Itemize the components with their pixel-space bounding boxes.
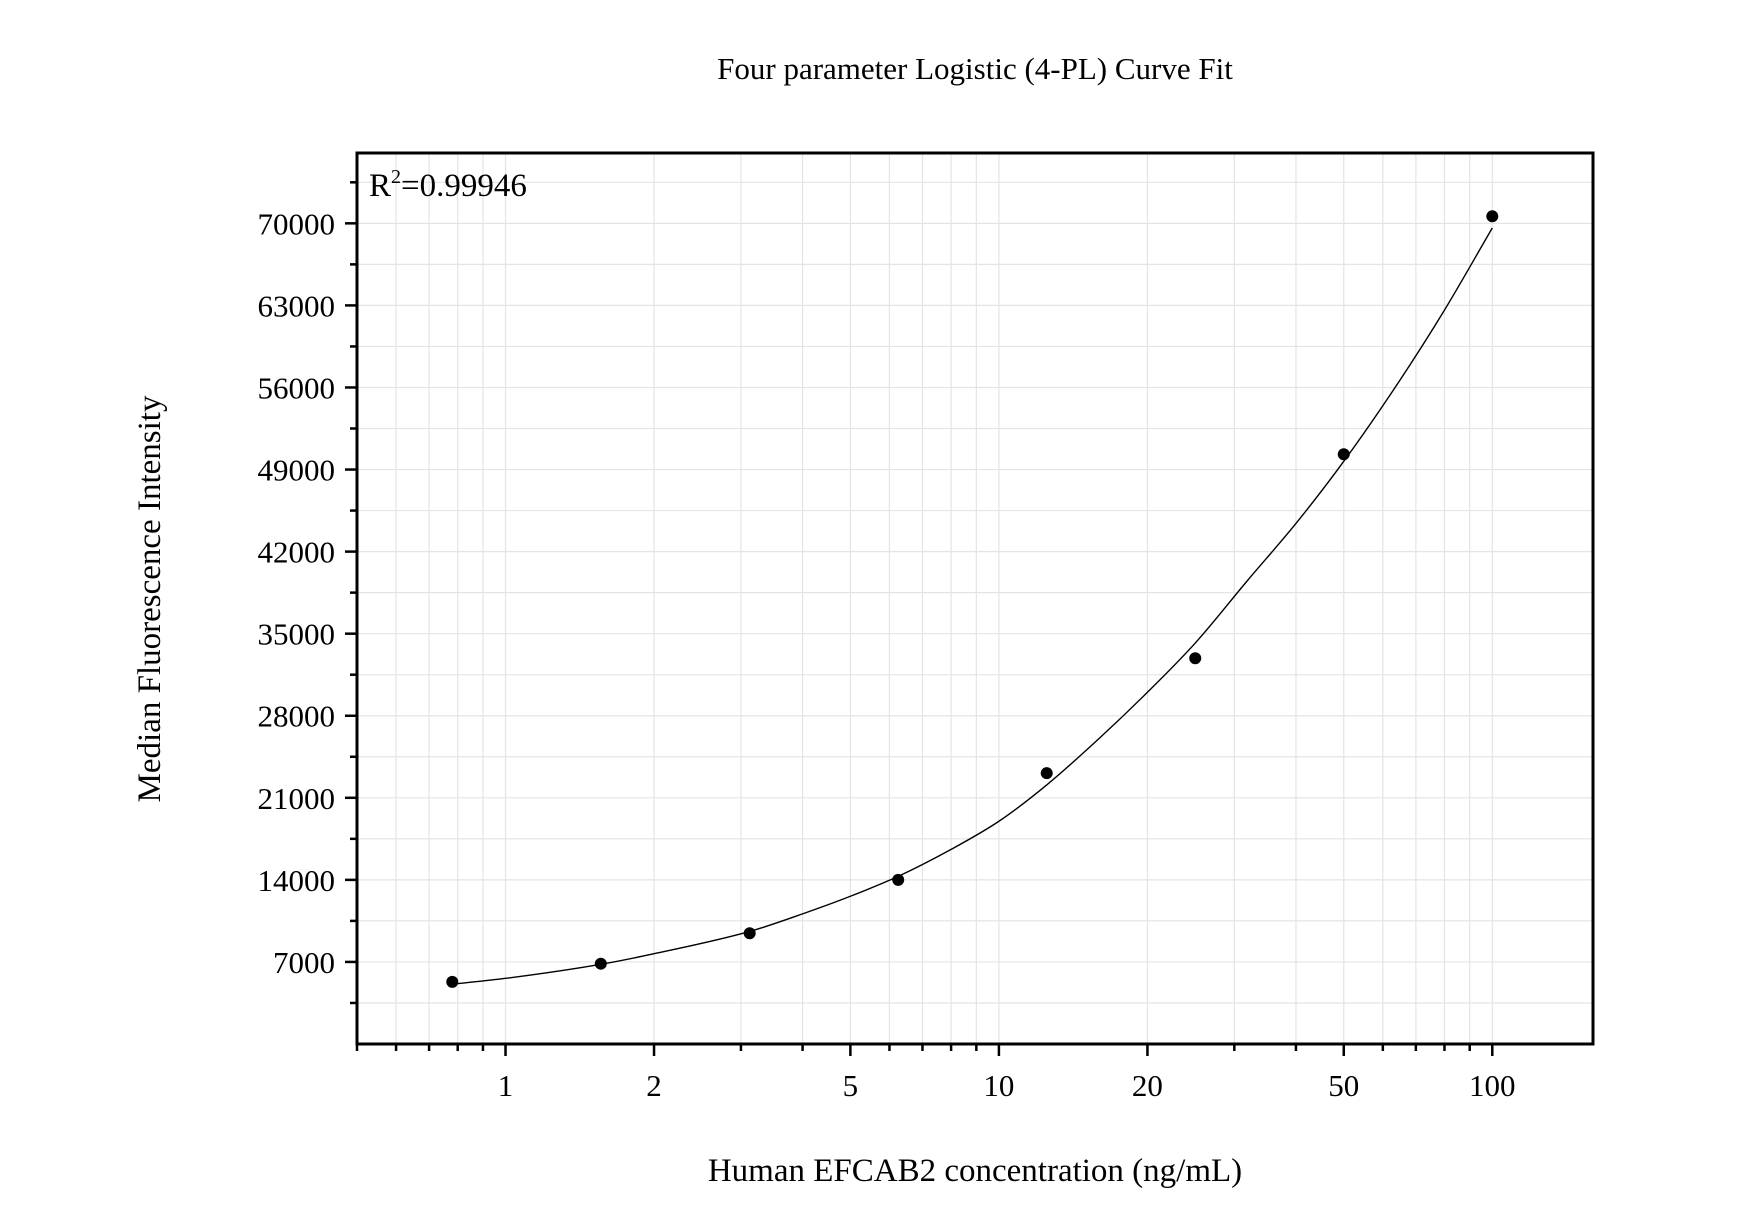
x-tick-label: 50 — [1328, 1068, 1359, 1103]
y-tick-label: 21000 — [258, 781, 336, 816]
x-axis-ticks: 1 2 5 10 20 50 100 — [355, 1044, 1516, 1103]
data-points-group — [446, 210, 1499, 988]
x-axis-label: Human EFCAB2 concentration (ng/mL) — [708, 1153, 1242, 1189]
data-point — [1040, 767, 1053, 780]
y-tick-label: 63000 — [258, 288, 336, 323]
y-tick-label: 7000 — [273, 945, 335, 980]
fit-curve-group — [452, 227, 1493, 985]
data-point — [1189, 652, 1202, 665]
plot-frame — [355, 151, 1595, 1046]
y-tick-label: 14000 — [258, 863, 336, 898]
x-tick-label: 5 — [843, 1068, 859, 1103]
r-squared-superscript: 2 — [391, 166, 401, 188]
y-axis-ticks: 7000 14000 21000 28000 35000 42000 49000 56000 6… — [258, 181, 357, 1005]
y-tick-label: 28000 — [258, 699, 336, 734]
chart-title: Four parameter Logistic (4-PL) Curve Fit — [717, 51, 1233, 86]
r-squared-base: R — [369, 168, 391, 204]
x-tick-label: 1 — [498, 1068, 514, 1103]
r-squared-value: =0.99946 — [401, 168, 527, 204]
x-tick-label: 100 — [1469, 1068, 1516, 1103]
y-tick-label: 35000 — [258, 617, 336, 652]
data-point — [446, 975, 459, 988]
data-point — [743, 927, 756, 940]
x-tick-label: 20 — [1132, 1068, 1163, 1103]
data-point — [594, 957, 607, 970]
data-point — [1486, 210, 1499, 223]
x-tick-label: 10 — [983, 1068, 1014, 1103]
grid-lines — [356, 153, 1593, 1044]
y-tick-label: 70000 — [258, 206, 336, 241]
data-point — [1337, 448, 1350, 461]
y-tick-label: 49000 — [258, 453, 336, 488]
data-point — [892, 873, 905, 886]
x-tick-label: 2 — [646, 1068, 662, 1103]
fit-curve-line — [452, 227, 1493, 985]
y-tick-label: 42000 — [258, 535, 336, 570]
y-tick-label: 56000 — [258, 370, 336, 405]
r-squared-annotation: R2=0.99946 — [369, 166, 527, 204]
y-axis-label: Median Fluorescence Intensity — [132, 395, 168, 802]
